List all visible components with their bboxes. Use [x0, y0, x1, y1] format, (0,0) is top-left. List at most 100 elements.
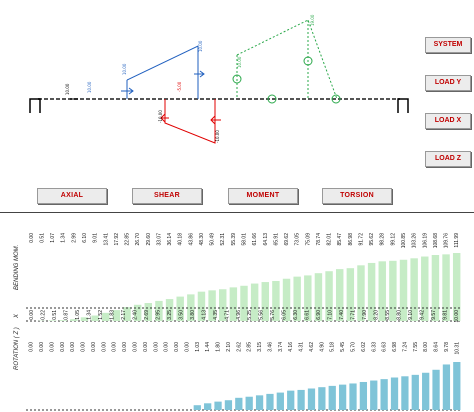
bending-bar	[399, 259, 408, 321]
bending-value-label: 9.01	[93, 233, 99, 243]
torsion-label: 10.00	[237, 56, 242, 68]
rotation-value-label: 0.00	[101, 342, 107, 352]
bending-value-label: 78.74	[316, 233, 322, 246]
structure-panel: 10.00 10.00 10.00 10.00 -5.00 -10.00 -10…	[29, 14, 471, 204]
moment-button[interactable]: MOMENT	[228, 188, 298, 204]
bending-bar	[197, 291, 206, 321]
x-value-label: 3.80	[190, 310, 196, 320]
rotation-value-label: 8.00	[423, 342, 429, 352]
panel-separator	[0, 212, 474, 213]
bending-value-label: 61.66	[252, 233, 258, 246]
rotation-bar	[328, 385, 336, 410]
rotation-bar	[255, 395, 264, 410]
bending-value-label: 55.39	[231, 233, 237, 246]
system-button[interactable]: SYSTEM	[425, 37, 471, 53]
bending-bar	[421, 256, 429, 321]
x-value-label: 2.69	[144, 310, 150, 320]
red-arrow-icon	[210, 115, 221, 125]
bending-value-label: 29.60	[146, 233, 152, 246]
bending-bar	[240, 285, 248, 321]
shear-label: -10.00	[158, 110, 163, 123]
bending-value-label: 43.86	[188, 233, 194, 246]
bending-value-label: 69.62	[284, 233, 290, 246]
load-x-button[interactable]: LOAD X	[425, 113, 471, 129]
x-value-label: 9.81	[442, 310, 448, 320]
load-z-button[interactable]: LOAD Z	[425, 151, 471, 167]
rotation-bar	[297, 389, 305, 410]
rotation-value-label: 6.02	[361, 342, 367, 352]
rotation-value-label: 4.16	[288, 342, 294, 352]
bending-bar	[250, 283, 259, 321]
bending-bar	[431, 255, 440, 321]
bending-value-label: 98.28	[380, 233, 386, 246]
moment-line	[164, 99, 216, 144]
rotation-bar	[442, 364, 451, 410]
load-y-button[interactable]: LOAD Y	[425, 75, 471, 91]
x-value-label: 2.95	[155, 310, 161, 320]
rotation-value-label: 6.33	[371, 342, 377, 352]
bending-bar	[165, 299, 174, 321]
torsion-button[interactable]: TORSION	[322, 188, 392, 204]
beam-diagram: 10.00 10.00 10.00 10.00 -5.00 -10.00 -10…	[29, 14, 409, 144]
torsion-icon	[303, 56, 313, 66]
bending-value-label: 0.00	[29, 233, 35, 243]
bending-value-label: 13.41	[103, 233, 109, 246]
rotation-value-label: 0.00	[153, 342, 159, 352]
rotation-value-label: 0.00	[184, 342, 190, 352]
bending-bar	[91, 315, 99, 321]
x-value-label: 3.50	[178, 310, 184, 320]
rotation-bar	[276, 392, 284, 410]
torsion-line	[236, 19, 338, 100]
rotation-label: ROTATION ( Z )	[14, 327, 20, 370]
x-value-label: 10.00	[454, 310, 460, 323]
x-value-label: 4.35	[213, 310, 219, 320]
x-value-label: 0.22	[41, 310, 47, 320]
x-value-label: 7.40	[339, 310, 345, 320]
bending-bar	[346, 268, 355, 321]
x-value-label: 6.61	[305, 310, 311, 320]
bending-bar	[389, 260, 397, 321]
bending-value-label: 109.76	[444, 233, 450, 249]
bending-bar	[70, 319, 78, 321]
x-value-label: 4.71	[224, 310, 230, 320]
x-value-label: 3.25	[167, 310, 173, 320]
bending-bar	[357, 265, 365, 321]
rotation-value-label: 3.74	[278, 342, 284, 352]
x-value-label: 2.40	[133, 310, 139, 320]
shear-button[interactable]: SHEAR	[132, 188, 202, 204]
rotation-bar	[370, 380, 378, 410]
rotation-value-label: 2.62	[236, 342, 242, 352]
x-value-label: 7.90	[362, 310, 368, 320]
rotation-value-label: 7.55	[413, 342, 419, 352]
bending-bar	[282, 278, 291, 321]
rotation-bar	[380, 379, 388, 410]
red-arrow-icon	[160, 113, 169, 123]
torsion-icon	[232, 74, 242, 84]
rotation-value-label: 3.15	[257, 342, 263, 352]
x-value-label: 0.87	[64, 310, 70, 320]
rotation-value-label: 5.70	[351, 342, 357, 352]
axial-button[interactable]: AXIAL	[37, 188, 107, 204]
rotation-value-label: 0.00	[70, 342, 76, 352]
x-value-label: 8.55	[385, 310, 391, 320]
bending-value-label: 52.31	[220, 233, 226, 246]
rotation-value-label: 0.00	[174, 342, 180, 352]
rotation-value-label: 6.98	[392, 342, 398, 352]
bending-bar	[219, 289, 227, 321]
rotation-bar	[204, 403, 212, 410]
x-value-label: 1.83	[110, 310, 116, 320]
rotation-bar	[338, 384, 347, 410]
bending-bar	[80, 317, 89, 321]
x-value-label: 7.10	[328, 310, 334, 320]
bending-value-label: 99.12	[390, 233, 396, 246]
rotation-value-label: 4.62	[309, 342, 315, 352]
x-value-label: 2.17	[121, 310, 127, 320]
bending-value-label: 17.92	[114, 233, 120, 246]
bending-bar	[272, 280, 280, 321]
x-value-label: 5.76	[270, 310, 276, 320]
x-value-label: 9.10	[408, 310, 414, 320]
bending-bar	[335, 269, 344, 321]
rotation-bar	[287, 390, 295, 410]
bending-bar	[48, 320, 57, 321]
bending-value-label: 58.01	[242, 233, 248, 246]
